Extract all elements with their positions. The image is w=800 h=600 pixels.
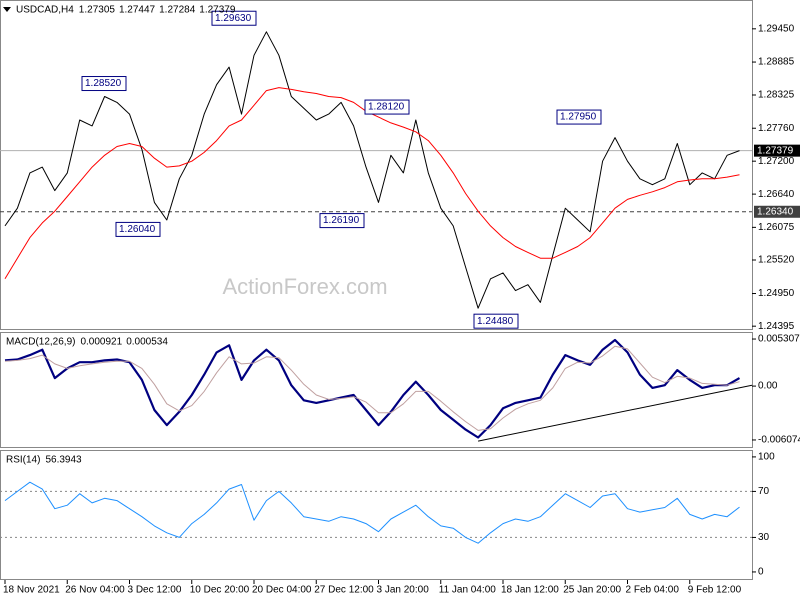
series-line xyxy=(4,345,740,431)
header-value: 0.000534 xyxy=(126,337,168,348)
panel-frame xyxy=(0,450,753,580)
x-tick-label: 3 Jan 20:00 xyxy=(377,585,430,596)
x-tick-label: 27 Dec 12:00 xyxy=(314,585,374,596)
header-value: 1.27305 xyxy=(79,5,116,16)
panel-frame xyxy=(0,0,753,330)
panel-frame xyxy=(0,332,753,448)
y-tick-label: 70 xyxy=(758,486,770,497)
current-price-box xyxy=(754,144,800,157)
x-tick-label: 9 Feb 12:00 xyxy=(688,585,742,596)
x-tick-label: 26 Nov 04:00 xyxy=(65,585,125,596)
dropdown-arrow xyxy=(3,7,11,12)
x-tick-label: 18 Nov 2021 xyxy=(3,585,60,596)
annotation-label: 1.28520 xyxy=(85,78,122,89)
annotation-label: 1.27950 xyxy=(560,112,597,123)
annotation-box xyxy=(211,10,257,26)
x-tick-label: 20 Dec 04:00 xyxy=(252,585,312,596)
y-tick-label: 0.005307 xyxy=(758,334,800,345)
header-value: 56.3943 xyxy=(45,455,82,466)
x-tick-label: 25 Jan 20:00 xyxy=(563,585,621,596)
series-line xyxy=(4,31,740,309)
y-tick-label: 0 xyxy=(758,567,764,578)
trendline xyxy=(478,384,753,442)
y-tick-label: 1.25520 xyxy=(758,255,795,266)
annotation-label: 1.29630 xyxy=(215,13,252,24)
x-tick-label: 2 Feb 04:00 xyxy=(626,585,680,596)
y-tick-label: -0.006074 xyxy=(758,435,800,446)
y-tick-label: 1.27200 xyxy=(758,156,795,167)
annotation-box xyxy=(473,313,519,329)
x-tick-label: 10 Dec 20:00 xyxy=(190,585,250,596)
y-tick-label: 100 xyxy=(758,452,775,463)
annotation-label: 1.24480 xyxy=(477,316,514,327)
y-tick-label: 1.24950 xyxy=(758,288,795,299)
watermark: ActionForex.com xyxy=(222,274,387,299)
header-value: 1.27379 xyxy=(199,5,236,16)
panel-title: USDCAD,H4 xyxy=(16,5,74,16)
panel-title: RSI(14) xyxy=(6,455,40,466)
annotation-label: 1.26040 xyxy=(119,224,156,235)
header-value: 1.27447 xyxy=(119,5,156,16)
annotation-box xyxy=(319,213,365,229)
level-label-box xyxy=(754,205,800,218)
y-tick-label: 1.24395 xyxy=(758,321,795,332)
x-tick-label: 3 Dec 12:00 xyxy=(128,585,182,596)
level-label: 1.26340 xyxy=(757,206,794,217)
panel-title: MACD(12,26,9) xyxy=(6,337,75,348)
annotation-box xyxy=(364,99,410,115)
series-line xyxy=(4,481,740,544)
y-tick-label: 1.26640 xyxy=(758,189,795,200)
y-tick-label: 1.28325 xyxy=(758,90,795,101)
y-tick-label: 1.27760 xyxy=(758,123,795,134)
x-tick-label: 11 Jan 04:00 xyxy=(439,585,497,596)
y-tick-label: 0.00 xyxy=(758,381,778,392)
annotation-box xyxy=(115,221,161,237)
annotation-label: 1.28120 xyxy=(368,102,405,113)
y-tick-label: 1.28885 xyxy=(758,57,795,68)
annotation-box xyxy=(81,76,127,92)
current-price-label: 1.27379 xyxy=(757,145,794,156)
y-tick-label: 30 xyxy=(758,532,770,543)
header-value: 1.27284 xyxy=(159,5,196,16)
header-value: 0.000921 xyxy=(80,337,122,348)
y-tick-label: 1.26075 xyxy=(758,222,795,233)
annotation-label: 1.26190 xyxy=(323,215,360,226)
y-tick-label: 1.29450 xyxy=(758,23,795,34)
x-tick-label: 18 Jan 12:00 xyxy=(501,585,559,596)
annotation-box xyxy=(556,109,602,125)
